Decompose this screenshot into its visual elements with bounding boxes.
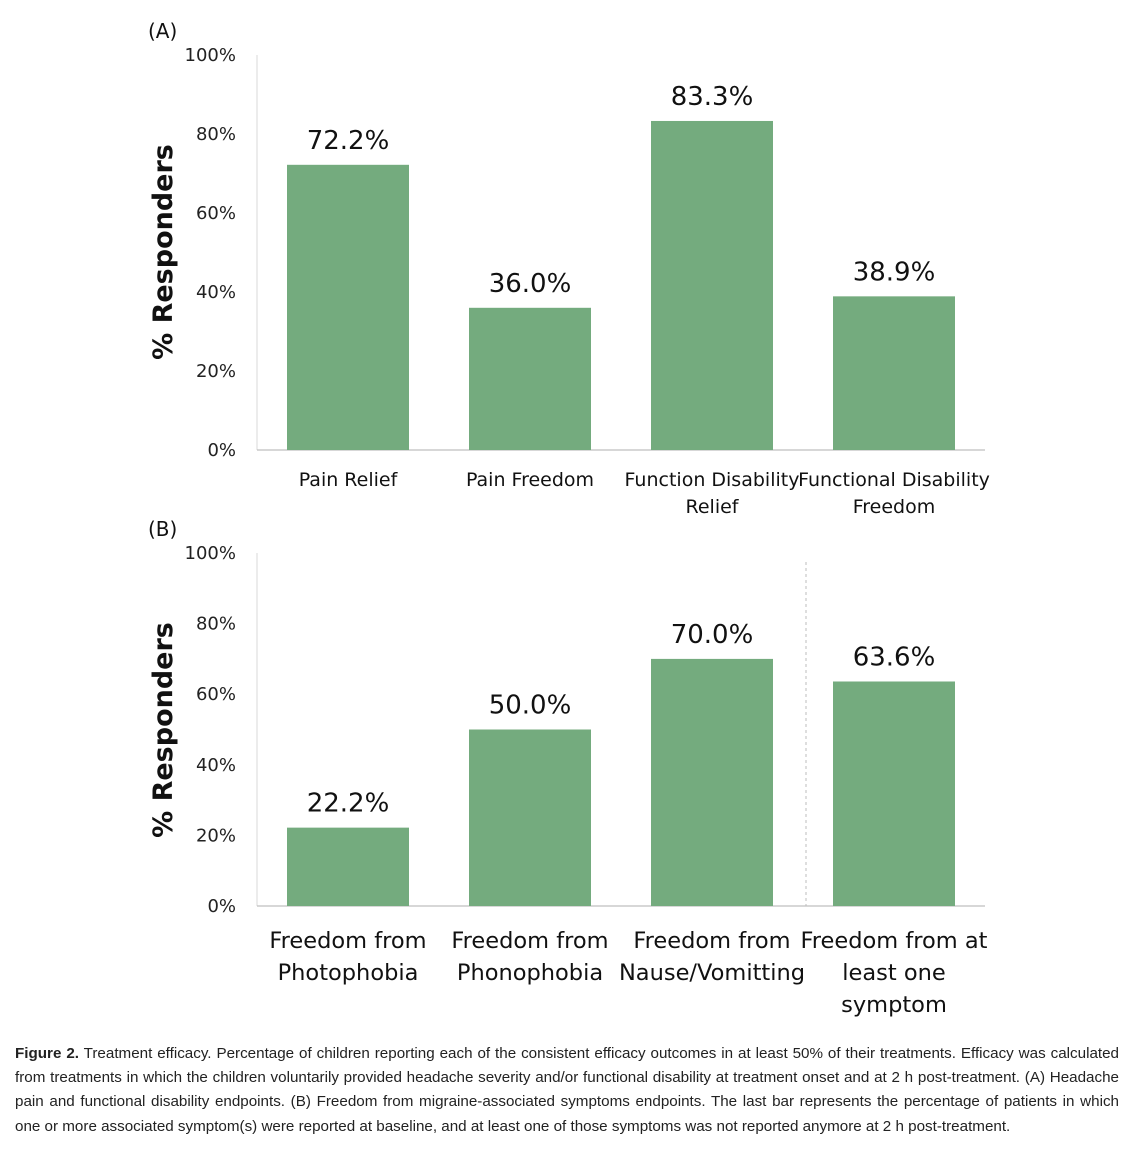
- category-label: Photophobia: [278, 960, 419, 986]
- panel-label: (A): [148, 19, 177, 43]
- caption-label: Figure 2.: [15, 1045, 79, 1062]
- y-axis-title: % Responders: [148, 144, 179, 360]
- category-label: Function Disability: [625, 469, 800, 491]
- figure-2: (A) 0% 20% 40% 60% 80% 100% % Responders 72.2% Pa…: [148, 19, 990, 1018]
- category-label: Relief: [686, 496, 740, 518]
- y-tick-label: 0%: [207, 896, 236, 917]
- category-label: least one: [842, 960, 945, 986]
- bar-3: [651, 658, 773, 906]
- data-label: 38.9%: [853, 257, 936, 287]
- bar-2: [469, 307, 591, 450]
- category-label: Pain Relief: [299, 469, 399, 491]
- y-tick-label: 60%: [196, 684, 236, 705]
- category-label: Freedom from at: [801, 928, 988, 954]
- category-label: Freedom from: [451, 928, 608, 954]
- caption-text: Treatment efficacy. Percentage of childr…: [15, 1045, 1120, 1135]
- bar-1: [287, 164, 409, 450]
- category-label: Freedom from: [269, 928, 426, 954]
- y-tick-label: 40%: [196, 755, 236, 776]
- y-tick-label: 0%: [207, 440, 236, 461]
- y-tick-label: 80%: [196, 124, 236, 145]
- category-label: Freedom from: [633, 928, 790, 954]
- data-label: 36.0%: [489, 269, 572, 299]
- y-tick-label: 20%: [196, 361, 236, 382]
- y-tick-label: 80%: [196, 614, 236, 635]
- figure-caption: Figure 2. Treatment efficacy. Percentage…: [15, 1042, 1119, 1139]
- category-label: symptom: [841, 992, 947, 1018]
- bar-4: [833, 296, 955, 450]
- data-label: 70.0%: [671, 620, 754, 650]
- y-tick-label: 20%: [196, 825, 236, 846]
- category-label: Pain Freedom: [466, 469, 594, 491]
- y-tick-label: 40%: [196, 282, 236, 303]
- data-label: 22.2%: [307, 789, 390, 819]
- data-label: 83.3%: [671, 82, 754, 112]
- panel-label: (B): [148, 517, 177, 541]
- y-axis-title: % Responders: [148, 622, 179, 838]
- bar-2: [469, 729, 591, 906]
- bar-3: [651, 120, 773, 450]
- category-label: Nause/Vomitting: [619, 960, 805, 986]
- y-tick-label: 100%: [185, 45, 236, 66]
- data-label: 72.2%: [307, 126, 390, 156]
- data-label: 63.6%: [853, 642, 936, 672]
- y-tick-label: 60%: [196, 203, 236, 224]
- category-label: Phonophobia: [457, 960, 603, 986]
- category-label: Functional Disability: [798, 469, 990, 491]
- data-label: 50.0%: [489, 691, 572, 721]
- bar-4: [833, 681, 955, 906]
- y-tick-label: 100%: [185, 543, 236, 564]
- category-label: Freedom: [853, 496, 936, 518]
- bar-1: [287, 827, 409, 906]
